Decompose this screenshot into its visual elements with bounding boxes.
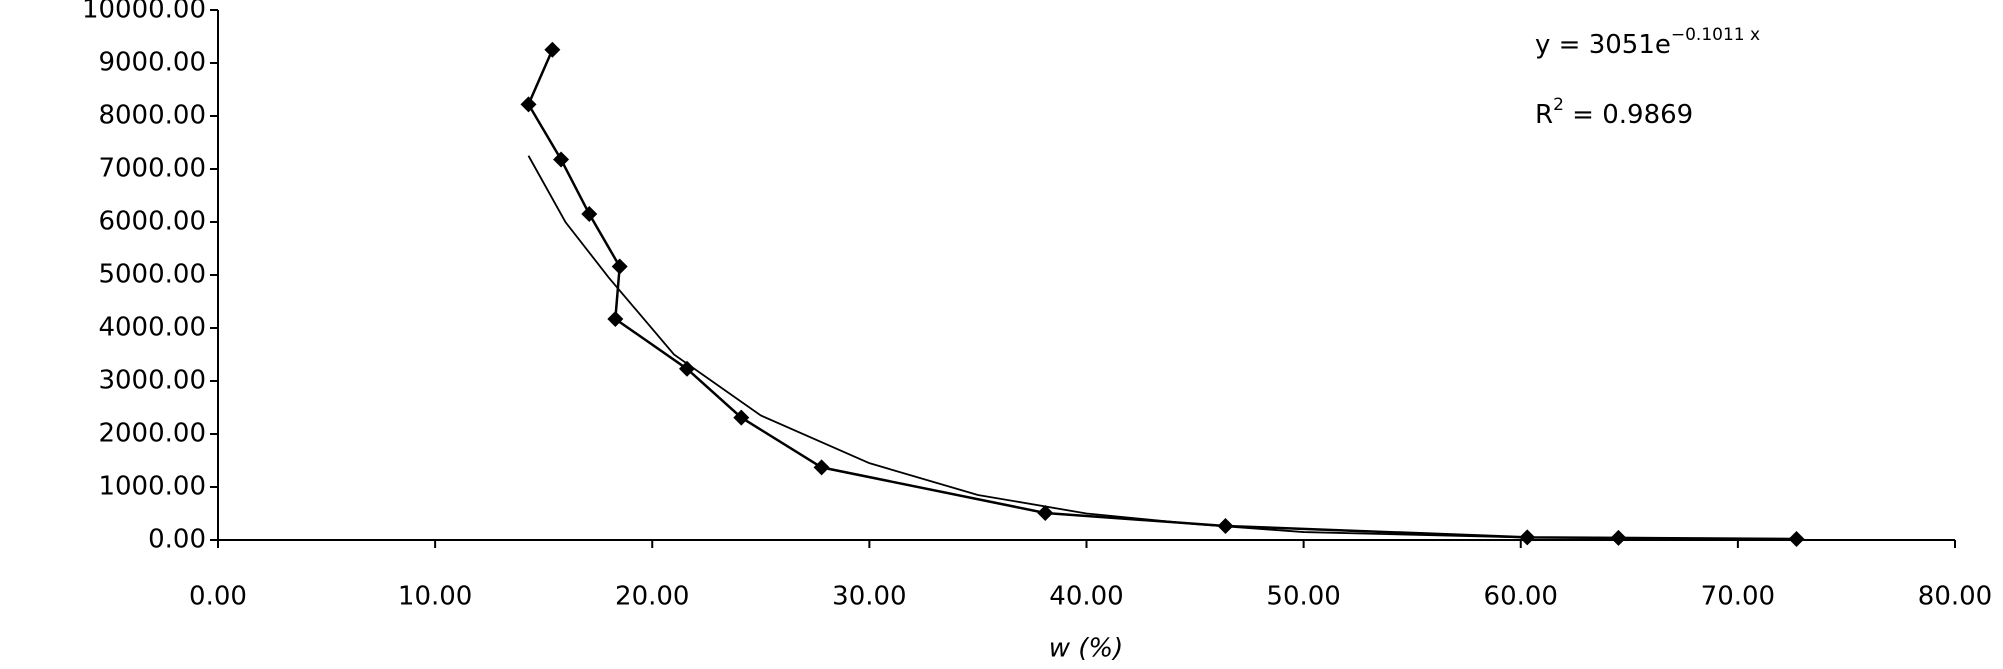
y-tick-label: 2000.00: [98, 419, 206, 449]
marker: [733, 409, 750, 426]
marker: [520, 96, 537, 113]
x-tick-label: 60.00: [1484, 582, 1558, 612]
y-tick-label: 0.00: [148, 525, 206, 555]
marker: [1788, 530, 1805, 547]
r-squared: R2 = 0.9869: [1535, 95, 1693, 130]
marker: [1037, 504, 1054, 521]
y-tick-label: 3000.00: [98, 366, 206, 396]
x-tick-label: 30.00: [832, 582, 906, 612]
marker: [544, 41, 561, 58]
y-tick-label: 5000.00: [98, 260, 206, 290]
marker: [553, 151, 570, 168]
x-tick-label: 70.00: [1701, 582, 1775, 612]
equation: y = 3051e−0.1011 x: [1535, 25, 1760, 60]
r-squared-exponent: 2: [1553, 95, 1564, 115]
x-tick-label: 50.00: [1266, 582, 1340, 612]
r-squared-rest: = 0.9869: [1564, 100, 1693, 130]
marker: [678, 360, 695, 377]
y-tick-label: 1000.00: [98, 472, 206, 502]
marker: [607, 310, 624, 327]
y-tick-label: 9000.00: [98, 48, 206, 78]
marker: [581, 206, 598, 223]
x-tick-label: 80.00: [1918, 582, 1992, 612]
equation-base: y = 3051e: [1535, 30, 1671, 60]
series-line: [527, 155, 1795, 541]
x-tick-label: 20.00: [615, 582, 689, 612]
y-tick-label: 8000.00: [98, 101, 206, 131]
x-axis-label: w (%): [1049, 634, 1124, 664]
x-tick-label: 0.00: [189, 582, 247, 612]
y-tick-label: 7000.00: [98, 154, 206, 184]
equation-exponent: −0.1011 x: [1671, 25, 1760, 45]
y-tick-label: 4000.00: [98, 313, 206, 343]
y-tick-label: 10000.00: [82, 0, 206, 25]
y-tick-label: 6000.00: [98, 207, 206, 237]
x-tick-label: 40.00: [1049, 582, 1123, 612]
marker: [611, 258, 628, 275]
r-squared-base: R: [1535, 100, 1553, 130]
marker: [813, 459, 830, 476]
x-tick-label: 10.00: [398, 582, 472, 612]
